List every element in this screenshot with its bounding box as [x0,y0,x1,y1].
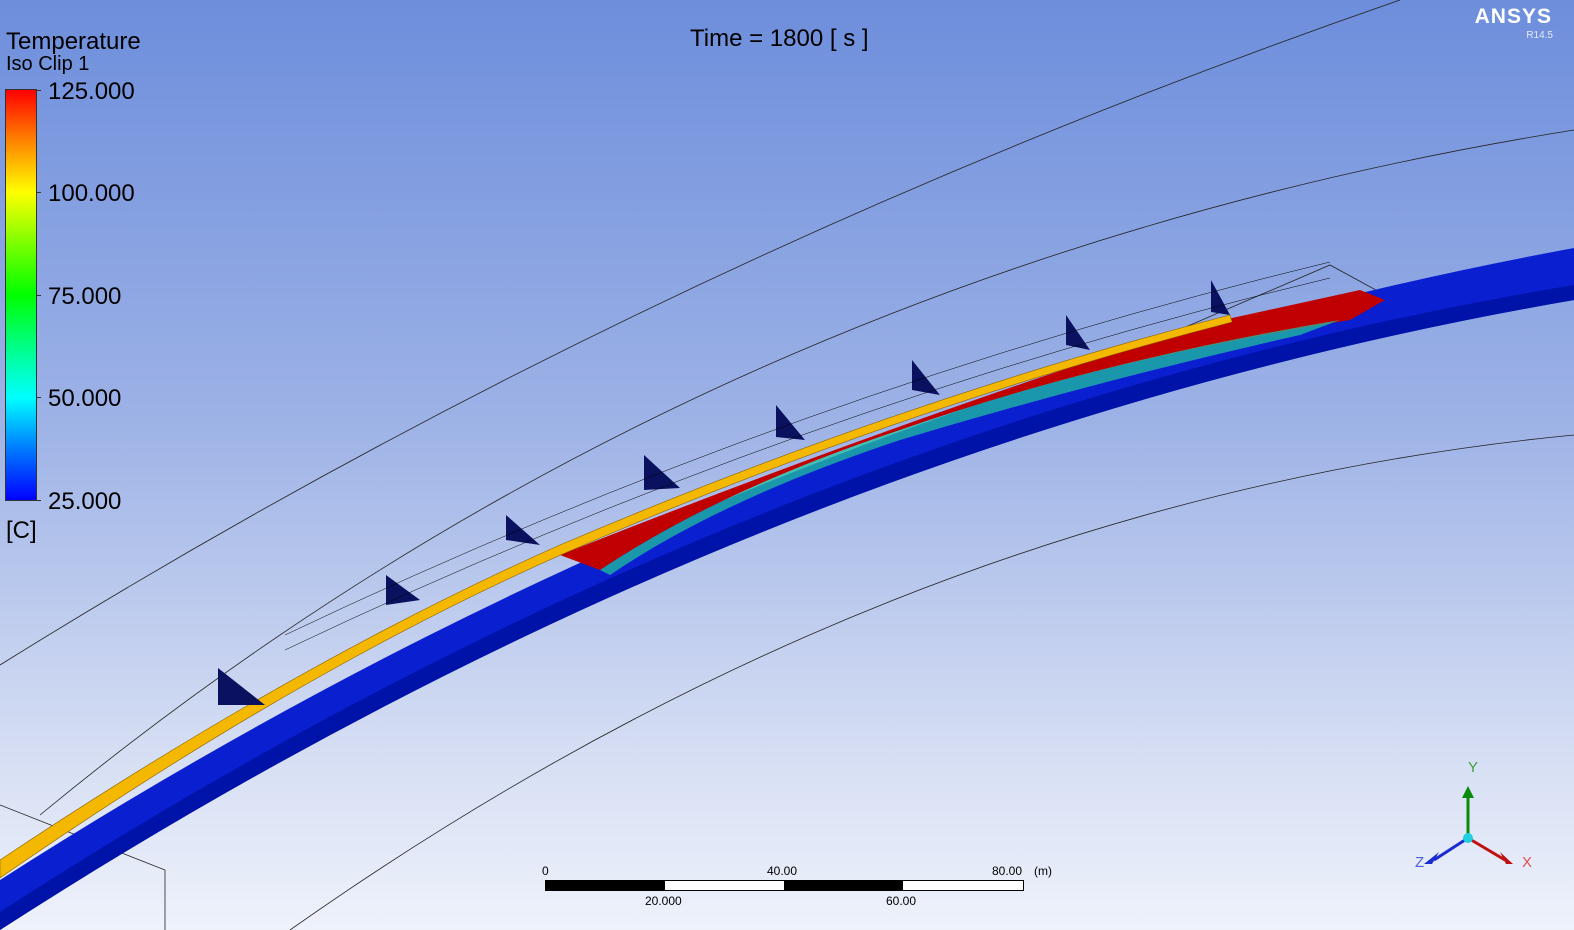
time-annotation: Time = 1800 [ s ] [690,25,869,52]
pipe-band-cold [0,248,1574,930]
axis-triad [1424,786,1513,864]
color-legend-bar [5,89,37,501]
pipe-band-edge [0,285,1574,930]
legend-tick [36,500,41,501]
support-plates [218,280,1230,705]
scale-label: 60.00 [886,894,917,908]
legend-label: 100.000 [48,180,135,207]
legend-tick [36,397,41,398]
axis-y-label: Y [1468,759,1479,776]
hot-region [560,290,1385,570]
legend-title: Temperature [6,28,141,55]
tube-bundle [284,261,1331,651]
scale-label: 0 [542,864,549,878]
ansys-logo: ANSYS [1474,5,1552,28]
legend-label: 75.000 [48,283,122,310]
scale-label: 80.00 [992,864,1023,878]
heater-strip [0,314,1233,879]
legend-tick [36,90,41,91]
legend-tick [36,295,41,296]
legend-unit: [C] [6,517,37,544]
axis-x-label: X [1522,854,1533,871]
scale-segment [546,881,665,890]
ansys-version: R14.5 [1526,30,1553,41]
legend-label-min: 25.000 [48,488,122,515]
scale-segment [784,881,903,890]
scale-label: 20.000 [645,894,682,908]
scale-label: 40.00 [767,864,798,878]
legend-label-max: 125.000 [48,78,135,105]
legend-label: 50.000 [48,385,122,412]
scale-unit: (m) [1034,864,1052,878]
legend-tick [36,192,41,193]
scale-bar [545,880,1024,891]
legend-location: Iso Clip 1 [6,53,90,75]
axis-z-label: Z [1415,854,1425,871]
